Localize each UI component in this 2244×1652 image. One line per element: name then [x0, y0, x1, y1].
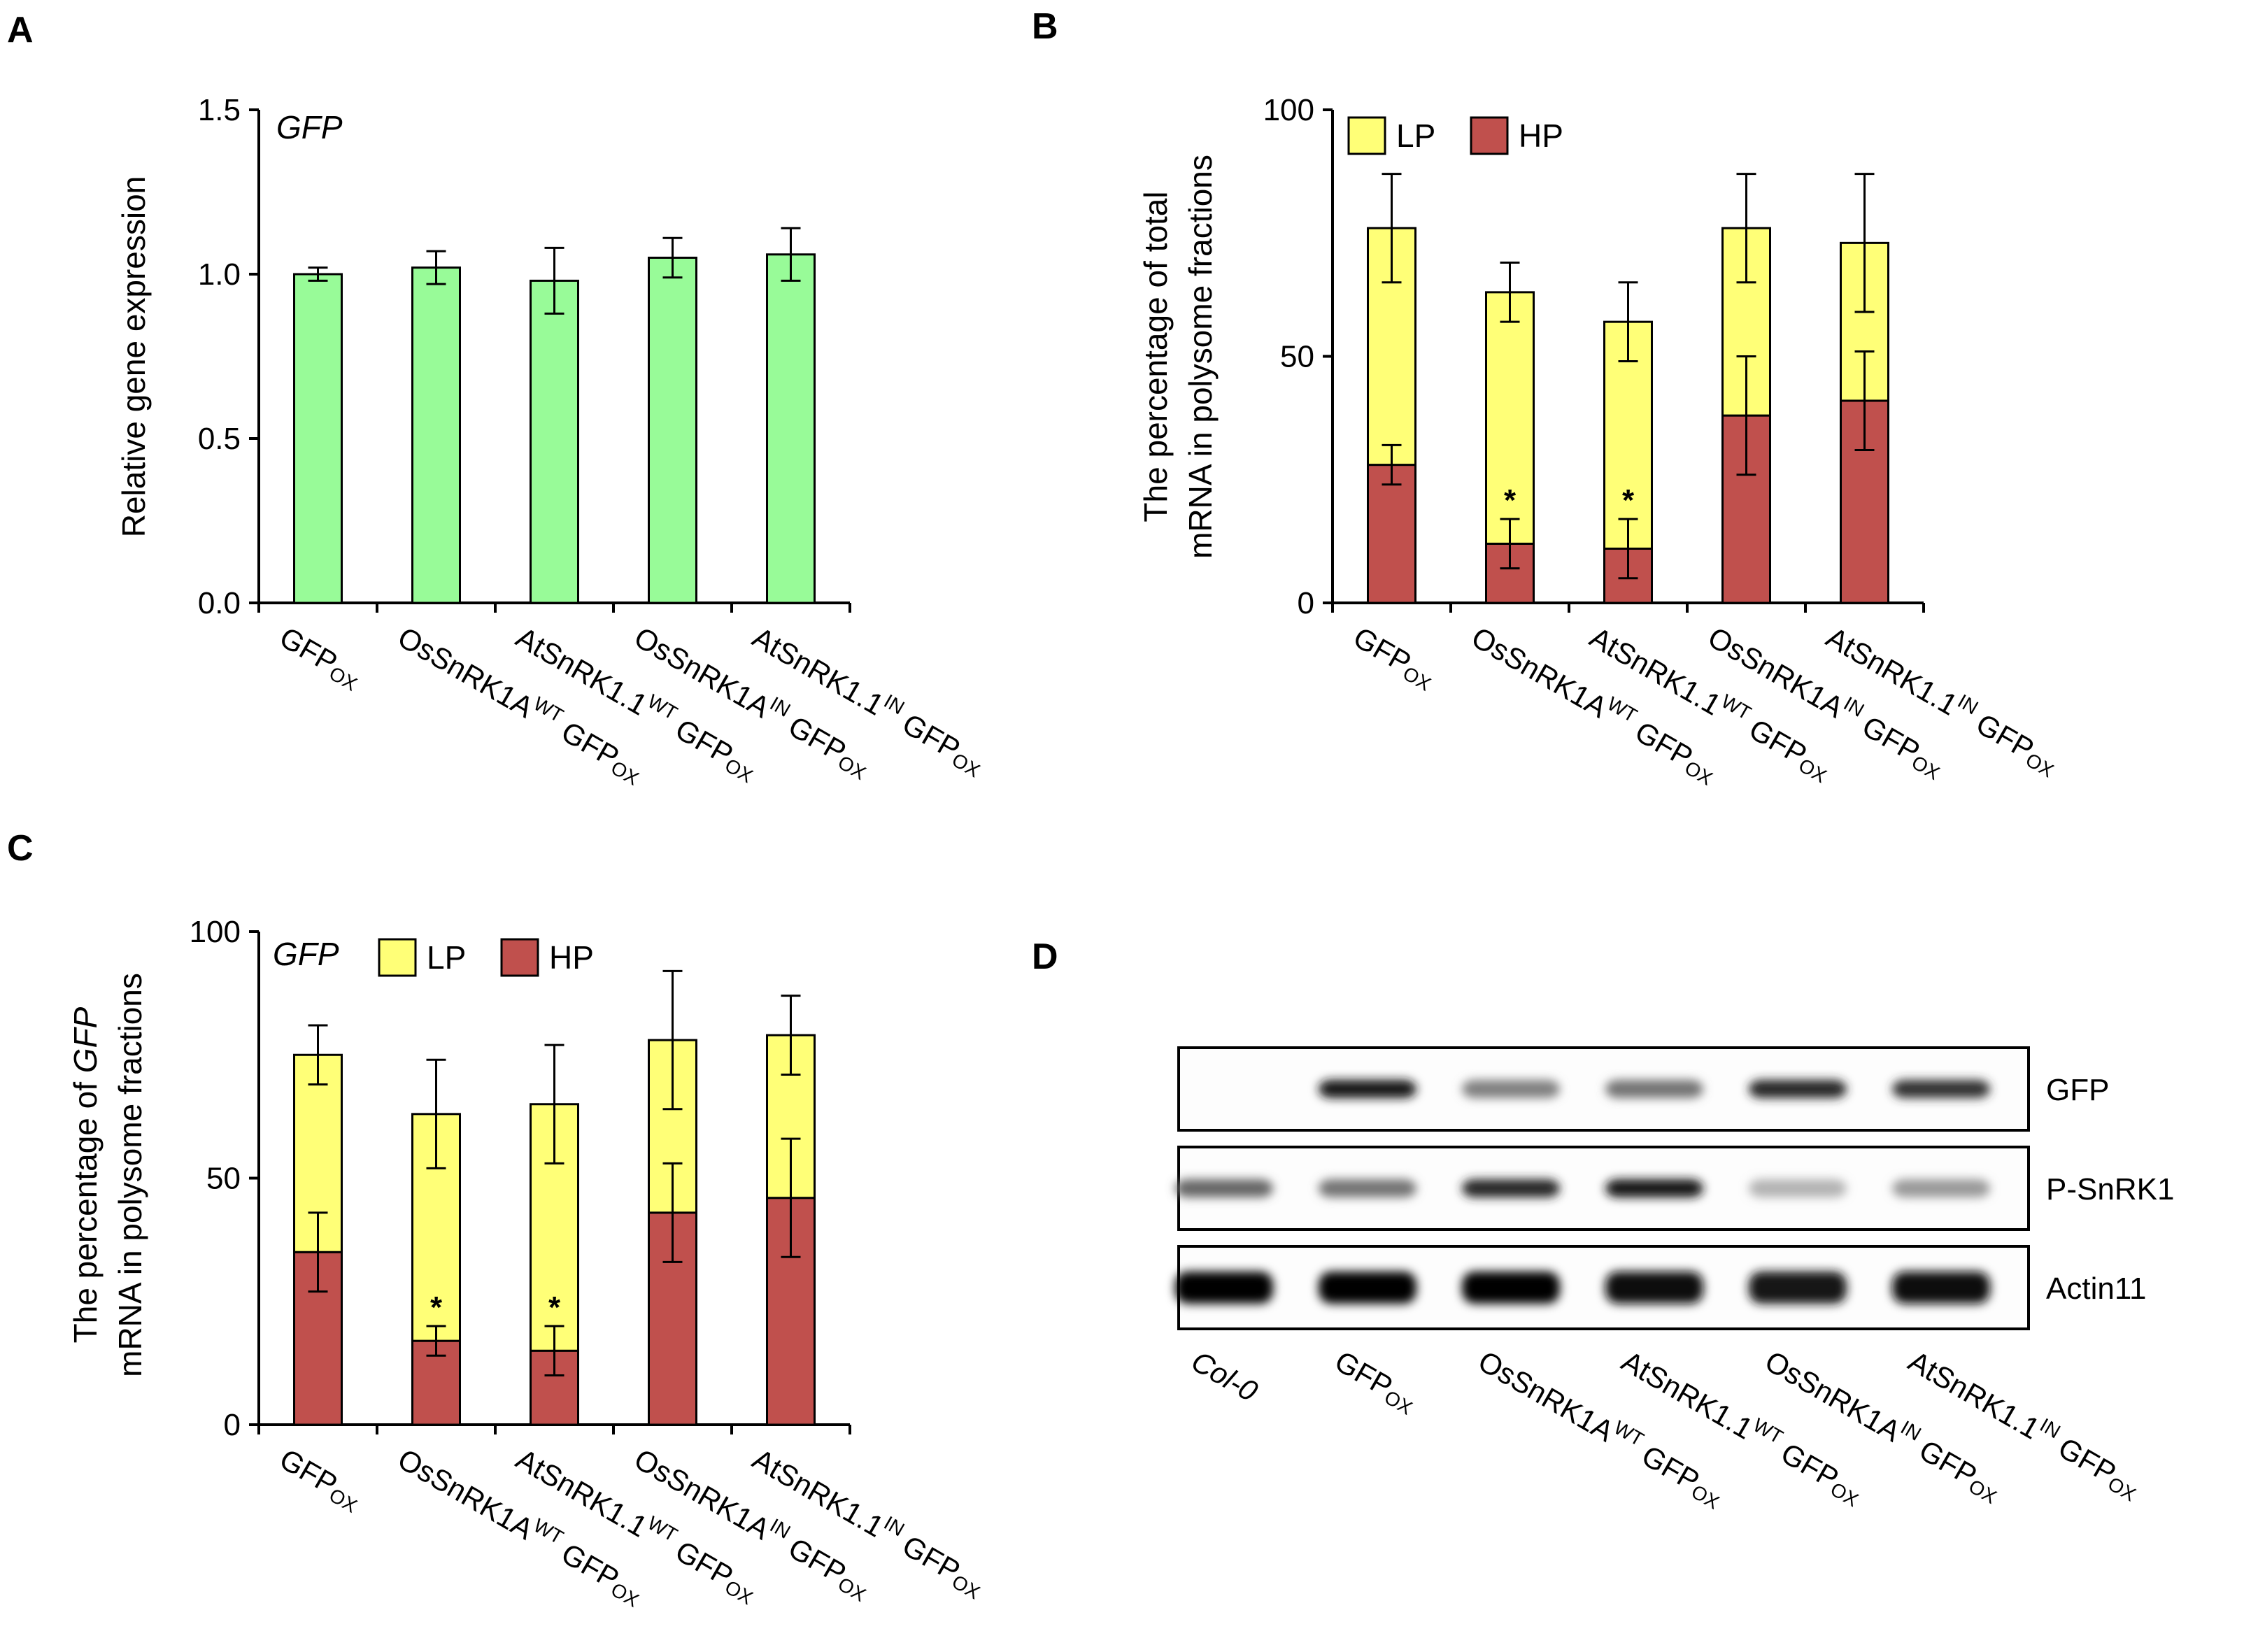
y-tick-label-b: 50 — [1280, 340, 1314, 374]
legend-swatch-hp-b — [1470, 116, 1509, 155]
blot-band — [1892, 1080, 1990, 1098]
bar-a — [766, 253, 816, 604]
blot-band — [1319, 1080, 1416, 1098]
y-tick-label-b: 0 — [1298, 586, 1314, 620]
panel-label-a: A — [7, 10, 34, 50]
error-bar-lp-b — [1500, 262, 1520, 323]
panel-label-d: D — [1032, 937, 1058, 977]
lane-label: AtSnRK1.1WT GFPOX — [1615, 1341, 1870, 1511]
panel-label-b: B — [1032, 6, 1058, 47]
gene-label-a: GFP — [276, 109, 343, 145]
lane-label: Col-0 — [1186, 1344, 1264, 1408]
error-bar-lp-b — [1618, 281, 1638, 363]
y-tick-label-a: 1.5 — [198, 93, 241, 127]
error-bar-lp-c — [308, 1024, 328, 1086]
y-tick-label-b: 100 — [1263, 93, 1314, 127]
lane-label: AtSnRK1.1IN GFPOX — [1902, 1341, 2148, 1506]
panel-d-western-blot: GFP P-SnRK1 Actin11 Col-0 GFPOX OsSnRK1AWT GF… — [1175, 1046, 2174, 1514]
blot-band — [1892, 1179, 1990, 1197]
y-tick-label-c: 0 — [224, 1408, 241, 1442]
blot-row-label: GFP — [2046, 1073, 2109, 1107]
error-bar-hp-c — [544, 1325, 564, 1376]
error-bar-hp-b — [1854, 350, 1875, 451]
bar-a — [530, 279, 579, 604]
blot-band — [1462, 1080, 1560, 1098]
legend-swatch-hp-c — [500, 938, 539, 977]
blot-band — [1462, 1272, 1560, 1304]
legend-swatch-lp-b — [1347, 116, 1386, 155]
error-bar-hp-c — [781, 1137, 801, 1258]
blot-band — [1175, 1179, 1273, 1197]
error-bar-hp-c — [308, 1211, 328, 1293]
legend-swatch-lp-c — [378, 938, 417, 977]
blot-band — [1892, 1272, 1990, 1304]
blot-band — [1319, 1179, 1416, 1197]
y-axis-title-line1-c: The percentage of GFP — [67, 1006, 104, 1343]
error-bar-lp-c — [544, 1044, 564, 1165]
error-bar-hp-b — [1736, 355, 1756, 476]
blot-band — [1749, 1080, 1847, 1098]
blot-band — [1749, 1272, 1847, 1304]
error-bar-hp-b — [1382, 443, 1402, 486]
error-bar-lp-b — [1382, 173, 1402, 284]
category-label-b: GFPOX — [1347, 620, 1442, 695]
error-bar-lp-c — [662, 969, 683, 1111]
error-bar-a — [662, 236, 683, 279]
significance-star-c: * — [548, 1290, 561, 1325]
y-tick-label-c: 100 — [190, 915, 241, 949]
legend-label-lp-b: LP — [1396, 118, 1435, 154]
legend-label-hp-c: HP — [549, 939, 594, 976]
blot-band — [1605, 1272, 1703, 1304]
bar-a — [648, 257, 697, 604]
bar-a — [411, 266, 461, 604]
error-bar-lp-c — [781, 995, 801, 1076]
y-axis-title-line2-b: mRNA in polysome fractions — [1182, 155, 1219, 559]
y-axis-title-line2-c: mRNA in polysome fractions — [112, 973, 148, 1377]
error-bar-a — [544, 246, 564, 315]
category-label-a: GFPOX — [274, 620, 368, 695]
y-tick-label-a: 0.0 — [198, 586, 241, 620]
y-axis-title-a: Relative gene expression — [115, 176, 152, 538]
error-bar-lp-c — [426, 1058, 446, 1169]
significance-star-b: * — [1504, 483, 1517, 518]
blot-band — [1605, 1080, 1703, 1098]
category-label-c: GFPOX — [274, 1442, 368, 1517]
error-bar-lp-b — [1736, 173, 1756, 284]
gene-label-c: GFP — [273, 936, 339, 972]
lane-label: OsSnRK1AWT GFPOX — [1472, 1341, 1731, 1514]
lane-label: OsSnRK1AIN GFPOX — [1759, 1341, 2009, 1508]
blot-band — [1175, 1272, 1273, 1304]
blot-band — [1749, 1179, 1847, 1197]
error-bar-a — [781, 227, 801, 282]
error-bar-hp-b — [1618, 518, 1638, 580]
bar-a — [293, 273, 343, 604]
y-axis-title-line1-b: The percentage of total — [1137, 191, 1174, 522]
error-bar-a — [426, 250, 446, 285]
legend-label-lp-c: LP — [427, 939, 466, 976]
lane-label: GFPOX — [1328, 1344, 1423, 1419]
blot-row-label: Actin11 — [2046, 1272, 2147, 1306]
y-tick-label-c: 50 — [206, 1162, 241, 1196]
significance-star-b: * — [1622, 483, 1635, 518]
legend-label-hp-b: HP — [1519, 118, 1563, 154]
blot-band — [1605, 1179, 1703, 1197]
error-bar-hp-b — [1500, 518, 1520, 570]
significance-star-c: * — [430, 1290, 443, 1325]
blot-band — [1319, 1272, 1416, 1304]
error-bar-hp-c — [662, 1162, 683, 1263]
error-bar-a — [308, 266, 328, 282]
y-tick-label-a: 0.5 — [198, 422, 241, 456]
error-bar-hp-c — [426, 1325, 446, 1357]
blot-row-label: P-SnRK1 — [2046, 1172, 2174, 1206]
blot-band — [1462, 1179, 1560, 1197]
y-tick-label-a: 1.0 — [198, 257, 241, 292]
panel-label-c: C — [7, 828, 34, 869]
error-bar-lp-b — [1854, 173, 1875, 313]
